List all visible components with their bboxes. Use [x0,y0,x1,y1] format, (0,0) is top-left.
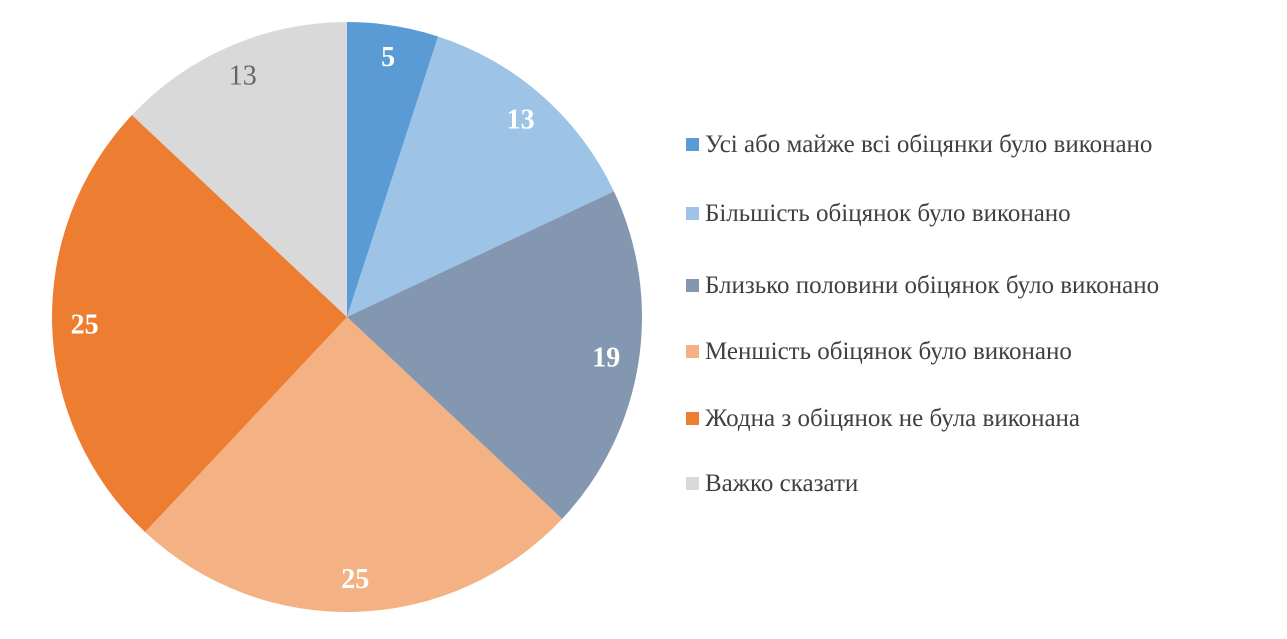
chart-legend: Усі або майже всі обіцянки було виконано… [686,0,1266,639]
pie-slice [347,36,614,317]
pie-slice-value-label: 25 [71,310,99,341]
legend-marker [686,138,699,151]
pie-slice [51,115,347,533]
legend-item: Меншість обіцянок було виконано [686,335,1072,368]
legend-item: Близько половини обіцянок було виконано [686,269,1159,302]
pie-slice-value-label: 13 [229,61,257,92]
legend-label: Усі або майже всі обіцянки було виконано [705,131,1153,158]
pie-slice [131,22,347,317]
legend-label: Важко сказати [705,470,859,497]
legend-label: Близько половини обіцянок було виконано [705,272,1160,299]
pie-chart: 5 13 19 25 25 13 [51,22,642,613]
legend-marker [686,477,699,490]
legend-marker [686,345,699,358]
pie-slice-value-label: 13 [507,105,535,136]
legend-label: Жодна з обіцянок не була виконана [705,405,1081,432]
legend-marker [686,207,699,220]
legend-item: Усі або майже всі обіцянки було виконано [686,128,1152,161]
pie-slice [347,191,642,519]
legend-item: Більшість обіцянок було виконано [686,197,1071,230]
pie-slice-value-label: 5 [381,42,395,73]
legend-item: Важко сказати [686,467,858,500]
legend-marker [686,279,699,292]
pie-slice [145,317,563,613]
pie-slice-value-label: 19 [592,343,620,374]
legend-marker [686,412,699,425]
legend-label: Більшість обіцянок було виконано [705,200,1071,227]
pie-slice-value-label: 25 [341,564,369,595]
legend-item: Жодна з обіцянок не була виконана [686,402,1080,435]
pie-slice [347,22,439,317]
legend-label: Меншість обіцянок було виконано [705,338,1072,365]
